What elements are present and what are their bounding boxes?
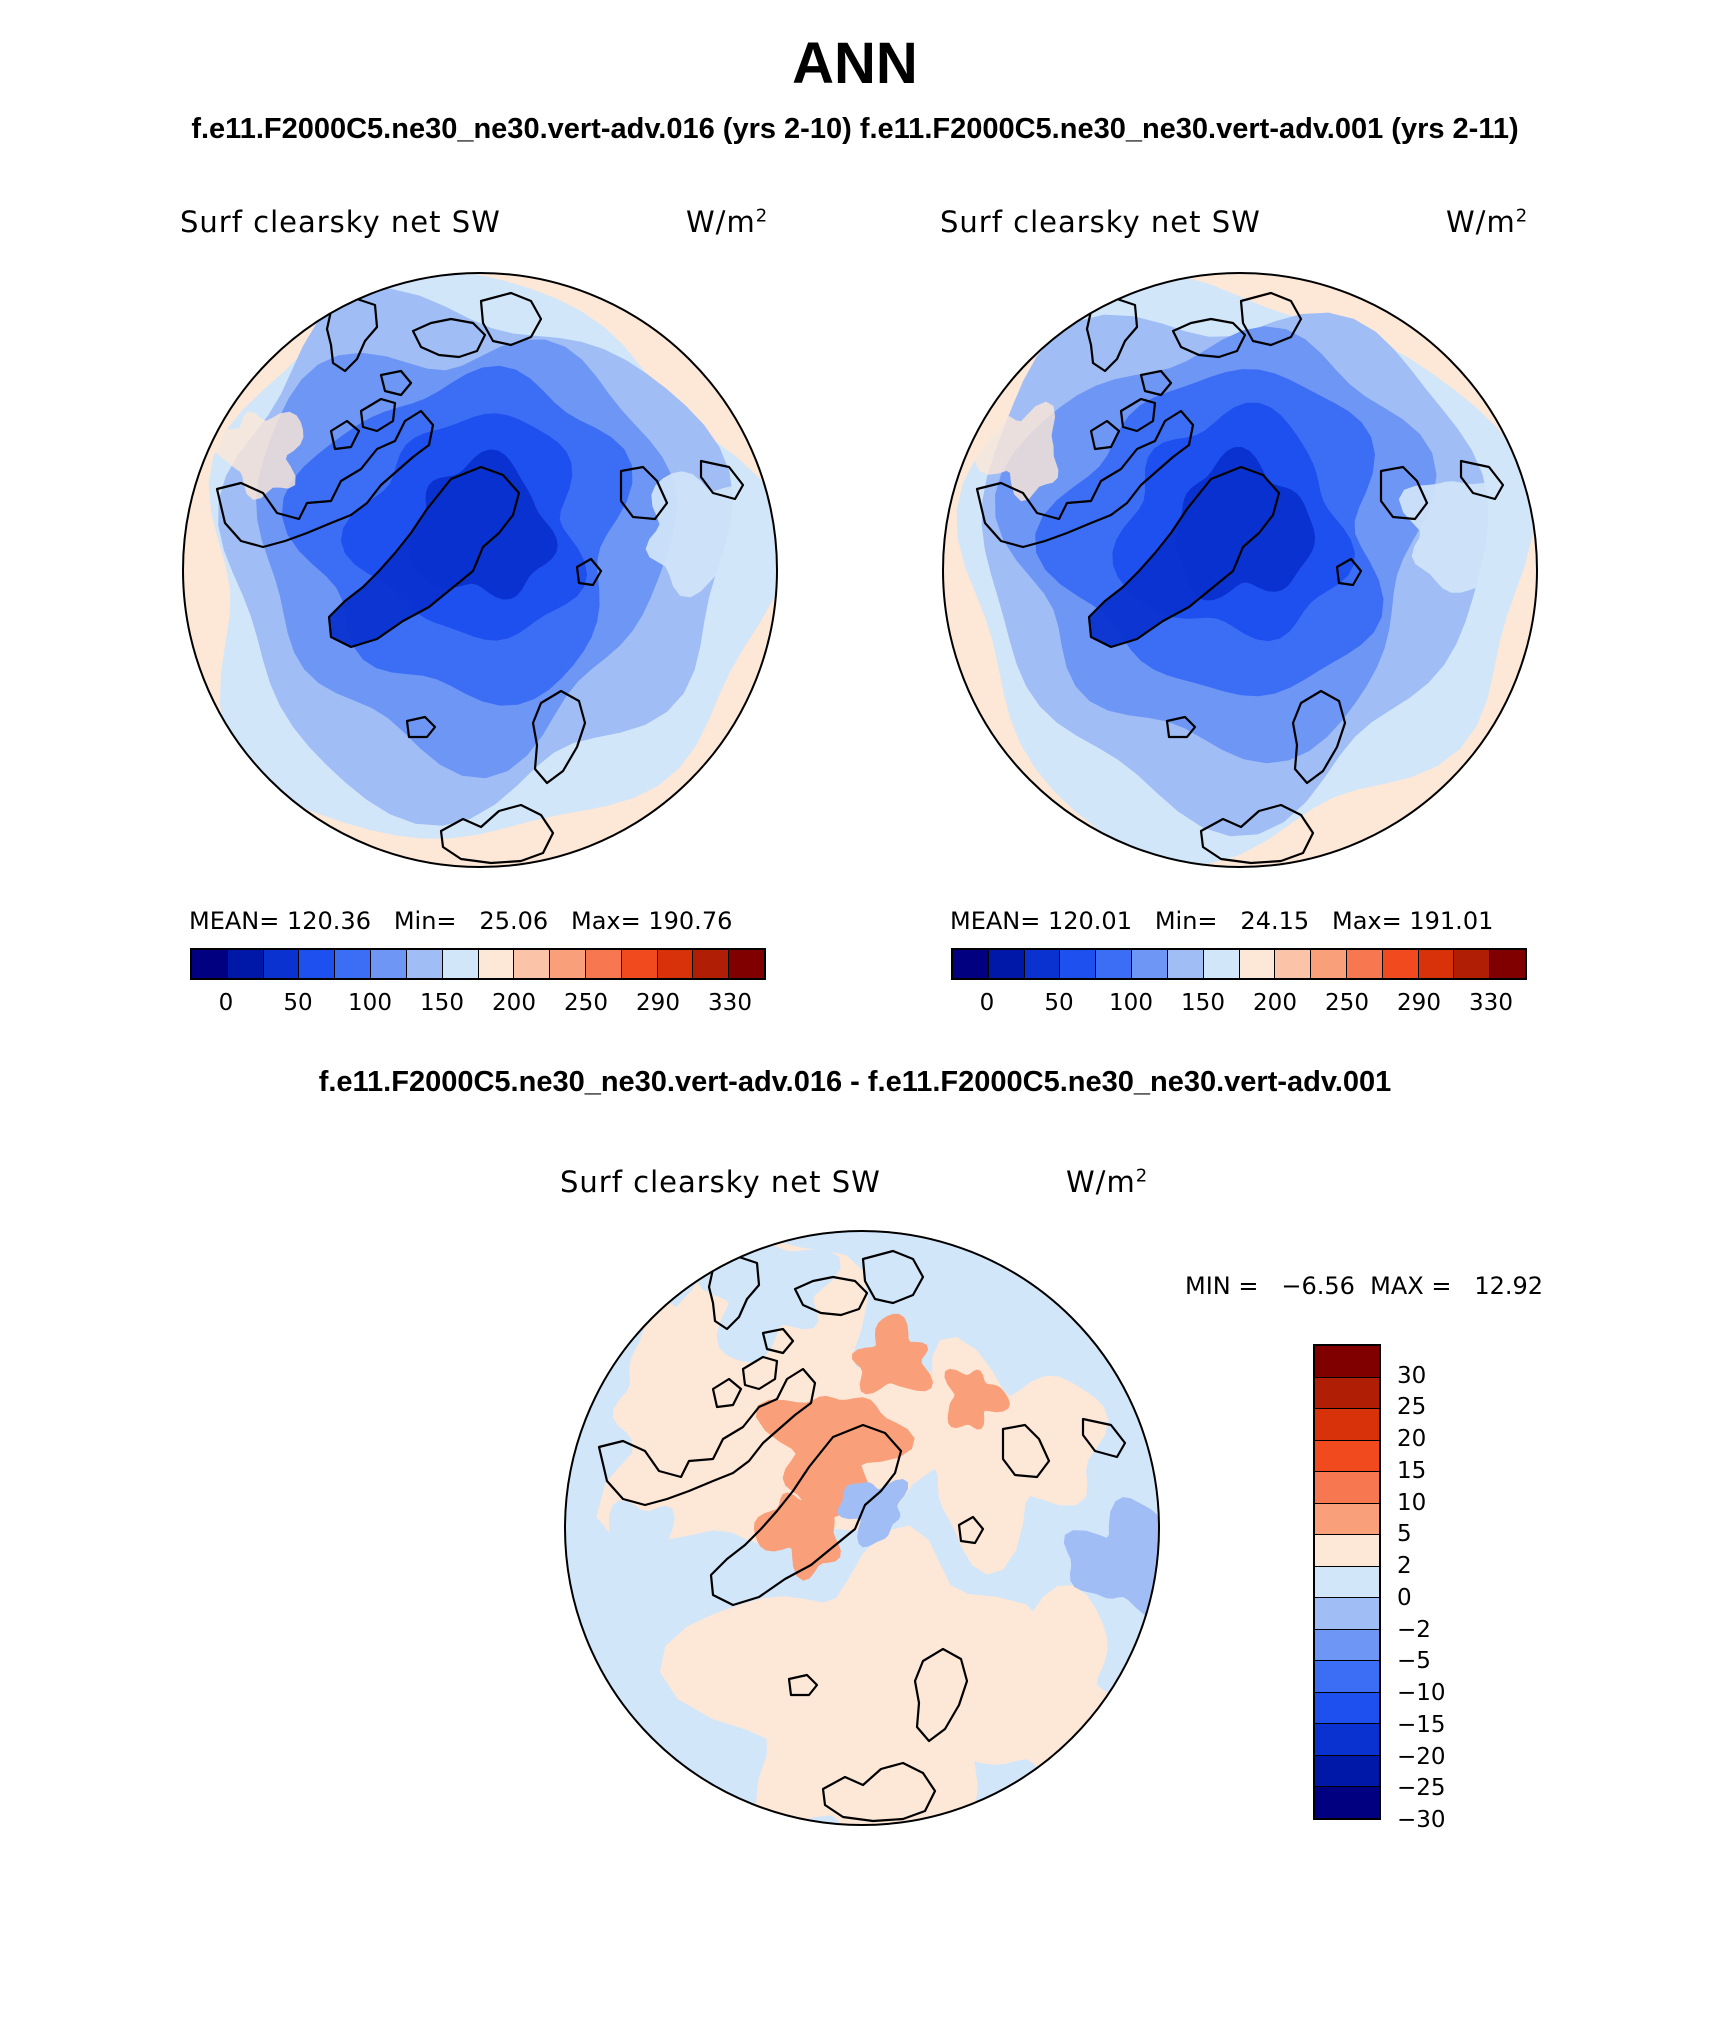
colorbar-tick-label: 150 xyxy=(1181,990,1225,1016)
colorbar-swatch xyxy=(1203,950,1240,978)
colorbar-swatch xyxy=(1418,950,1455,978)
colorbar-tick-label: −20 xyxy=(1397,1743,1446,1770)
colorbar-swatch xyxy=(1315,1566,1379,1599)
colorbar-swatch xyxy=(1315,1472,1379,1504)
colorbar-tick-label: 250 xyxy=(564,990,608,1016)
colorbar-tick-label: 5 xyxy=(1397,1521,1412,1548)
colorbar-tick-label: 0 xyxy=(1397,1584,1412,1611)
colorbar-swatch xyxy=(953,950,989,978)
colorbar-swatch xyxy=(371,950,407,978)
panel1-units-label: W/m2 xyxy=(686,205,769,239)
colorbar-swatch xyxy=(1315,1692,1379,1725)
colorbar-swatch xyxy=(1315,1503,1379,1536)
colorbar-swatch xyxy=(1315,1598,1379,1630)
colorbar-swatch xyxy=(1315,1377,1379,1410)
colorbar-tick-label: 290 xyxy=(636,990,680,1016)
panel2-variable-label: Surf clearsky net SW xyxy=(940,205,1261,239)
colorbar-swatch xyxy=(1167,950,1204,978)
colorbar-swatch xyxy=(1024,950,1061,978)
colorbar-tick-label: −5 xyxy=(1397,1648,1431,1675)
panel1-polar-map xyxy=(182,272,778,868)
colorbar-swatch xyxy=(1315,1755,1379,1788)
colorbar-tick-label: 150 xyxy=(420,990,464,1016)
colorbar-swatch xyxy=(657,950,694,978)
colorbar-tick-label: 15 xyxy=(1397,1457,1427,1484)
colorbar-swatch xyxy=(1060,950,1097,978)
diff-stats: MIN = −6.56 MAX = 12.92 xyxy=(1185,1272,1544,1300)
colorbar-tick-label: 30 xyxy=(1397,1362,1427,1389)
colorbar-swatch xyxy=(1315,1724,1379,1756)
colorbar-swatch xyxy=(1096,950,1133,978)
panel2-colorbar xyxy=(951,948,1527,980)
colorbar-swatch xyxy=(1382,950,1419,978)
panel1-colorbar xyxy=(190,948,766,980)
colorbar-swatch xyxy=(550,950,586,978)
colorbar-swatch xyxy=(1315,1346,1379,1378)
colorbar-tick-label: 10 xyxy=(1397,1489,1427,1516)
colorbar-tick-label: −10 xyxy=(1397,1680,1446,1707)
colorbar-swatch xyxy=(1315,1409,1379,1441)
diff-colorbar xyxy=(1313,1344,1381,1820)
colorbar-tick-label: 2 xyxy=(1397,1553,1412,1580)
diff-variable-label: Surf clearsky net SW xyxy=(560,1165,881,1199)
colorbar-swatch xyxy=(335,950,372,978)
panel2-stats: MEAN= 120.01 Min= 24.15 Max= 191.01 xyxy=(950,907,1494,935)
colorbar-swatch xyxy=(1454,950,1491,978)
colorbar-tick-label: −25 xyxy=(1397,1775,1446,1802)
colorbar-tick-label: 0 xyxy=(979,990,995,1016)
cases-subtitle: f.e11.F2000C5.ne30_ne30.vert-adv.016 (yr… xyxy=(191,113,1519,145)
colorbar-tick-label: −30 xyxy=(1397,1807,1446,1833)
colorbar-swatch xyxy=(442,950,479,978)
colorbar-swatch xyxy=(263,950,300,978)
colorbar-swatch xyxy=(988,950,1025,978)
figure-title: ANN xyxy=(792,31,918,96)
colorbar-tick-label: 25 xyxy=(1397,1394,1427,1421)
colorbar-swatch xyxy=(693,950,730,978)
colorbar-tick-label: 330 xyxy=(1469,990,1513,1016)
panel1-stats: MEAN= 120.36 Min= 25.06 Max= 190.76 xyxy=(189,907,733,935)
colorbar-tick-label: 20 xyxy=(1397,1426,1427,1453)
colorbar-tick-label: 290 xyxy=(1397,990,1441,1016)
panel2-units-label: W/m2 xyxy=(1446,205,1529,239)
colorbar-tick-label: 330 xyxy=(708,990,752,1016)
colorbar-swatch xyxy=(1132,950,1168,978)
colorbar-swatch xyxy=(1315,1535,1379,1567)
colorbar-tick-label: 50 xyxy=(1044,990,1074,1016)
colorbar-swatch xyxy=(729,950,764,978)
colorbar-swatch xyxy=(227,950,264,978)
colorbar-swatch xyxy=(299,950,336,978)
colorbar-swatch xyxy=(1311,950,1347,978)
colorbar-swatch xyxy=(1490,950,1525,978)
colorbar-tick-label: 200 xyxy=(492,990,536,1016)
colorbar-swatch xyxy=(1315,1787,1379,1818)
colorbar-swatch xyxy=(1275,950,1312,978)
colorbar-swatch xyxy=(1346,950,1383,978)
diff-polar-map xyxy=(564,1230,1160,1826)
colorbar-tick-label: 100 xyxy=(348,990,392,1016)
colorbar-tick-label: 0 xyxy=(218,990,234,1016)
colorbar-swatch xyxy=(478,950,515,978)
panel1-variable-label: Surf clearsky net SW xyxy=(180,205,501,239)
colorbar-tick-label: 250 xyxy=(1325,990,1369,1016)
colorbar-swatch xyxy=(1315,1661,1379,1693)
diff-units-label: W/m2 xyxy=(1066,1165,1149,1199)
colorbar-swatch xyxy=(1315,1440,1379,1473)
difference-subtitle: f.e11.F2000C5.ne30_ne30.vert-adv.016 - f… xyxy=(318,1066,1392,1098)
colorbar-swatch xyxy=(621,950,658,978)
colorbar-swatch xyxy=(514,950,551,978)
panel2-polar-map xyxy=(942,272,1538,868)
colorbar-tick-label: 200 xyxy=(1253,990,1297,1016)
colorbar-swatch xyxy=(1239,950,1276,978)
colorbar-swatch xyxy=(1315,1629,1379,1662)
colorbar-swatch xyxy=(406,950,443,978)
colorbar-swatch xyxy=(192,950,228,978)
colorbar-tick-label: 100 xyxy=(1109,990,1153,1016)
colorbar-tick-label: 50 xyxy=(283,990,313,1016)
colorbar-tick-label: −15 xyxy=(1397,1711,1446,1738)
colorbar-tick-label: −2 xyxy=(1397,1616,1431,1643)
colorbar-swatch xyxy=(585,950,622,978)
